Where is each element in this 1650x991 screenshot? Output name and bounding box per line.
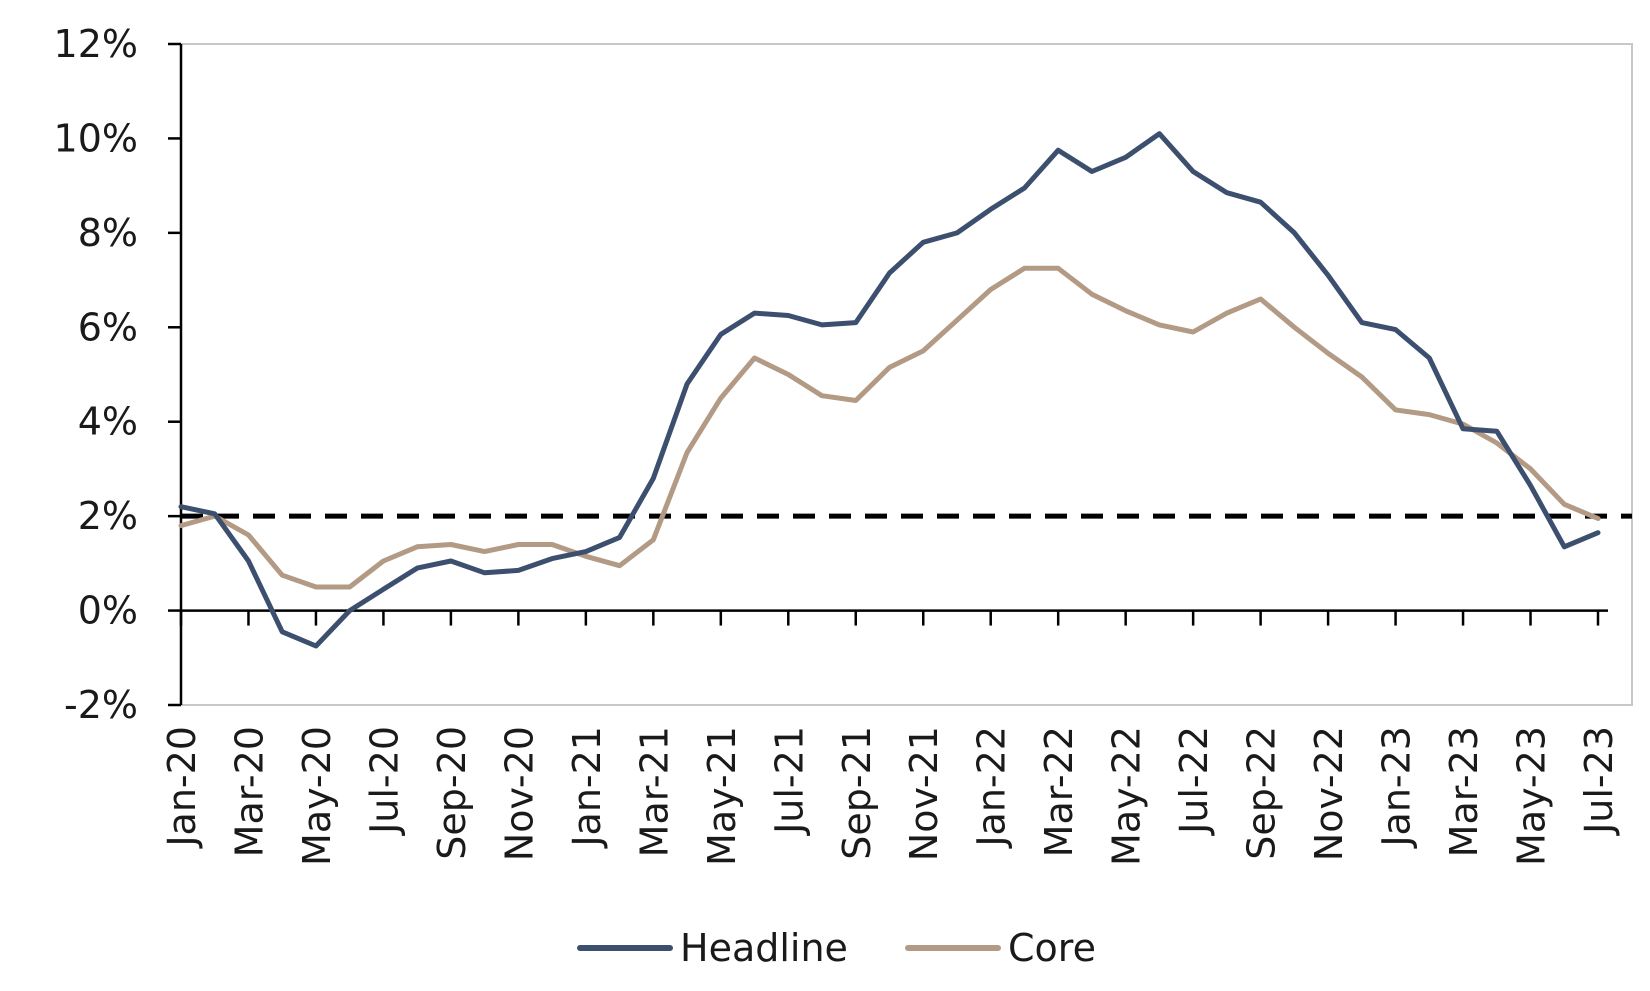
x-tick-label: Mar-23 [1442,726,1486,857]
plot-area-border [180,43,1633,706]
plot-frame [180,43,1633,706]
y-tick-label: 4% [78,400,138,444]
series-line-headline [178,131,1601,649]
x-tick-label: Sep-21 [835,726,879,860]
x-tick-label: Mar-20 [227,726,271,857]
x-tick-label: Jan-20 [160,726,204,849]
x-tick-label: Mar-22 [1037,726,1081,857]
legend-label-headline: Headline [680,926,848,970]
x-tick-label: Nov-20 [497,726,541,861]
x-tick-label: Nov-21 [902,726,946,861]
x-tick-label: Mar-21 [632,726,676,857]
x-tick-label: May-22 [1105,726,1149,866]
x-tick-label: Sep-22 [1240,726,1284,860]
x-tick-label: May-21 [700,726,744,866]
x-tick-label: Nov-22 [1307,726,1351,861]
legend-label-core: Core [1008,926,1096,970]
y-tick-label: -2% [64,683,138,727]
x-tick-label: May-20 [295,726,339,866]
y-axis: -2% 0% 2% 4% 6% 8% 10% 12% [54,22,183,727]
x-tick-label: Jan-22 [970,726,1014,849]
x-tick-label: Jul-22 [1172,726,1216,836]
y-tick-label: 8% [78,211,138,255]
y-tick-label: 6% [78,305,138,349]
y-tick-label: 0% [78,589,138,633]
y-tick-label: 2% [78,494,138,538]
x-tick-label: Jan-23 [1375,726,1419,849]
x-tick-label: Jul-21 [767,726,811,836]
x-tick-label: Jul-23 [1577,726,1621,836]
x-tick-label: Sep-20 [430,726,474,860]
legend: Headline Core [577,926,1096,970]
x-tick-label: May-23 [1510,726,1554,866]
series-line-core [178,265,1601,590]
y-tick-label: 12% [54,22,138,66]
x-tick-label: Jan-21 [565,726,609,849]
series-group [178,131,1601,649]
y-tick-label: 10% [54,116,138,160]
x-axis: Jan-20 Mar-20 May-20 Jul-20 Sep-20 Nov-20 Jan-… [160,609,1621,866]
x-tick-label: Jul-20 [362,726,406,836]
